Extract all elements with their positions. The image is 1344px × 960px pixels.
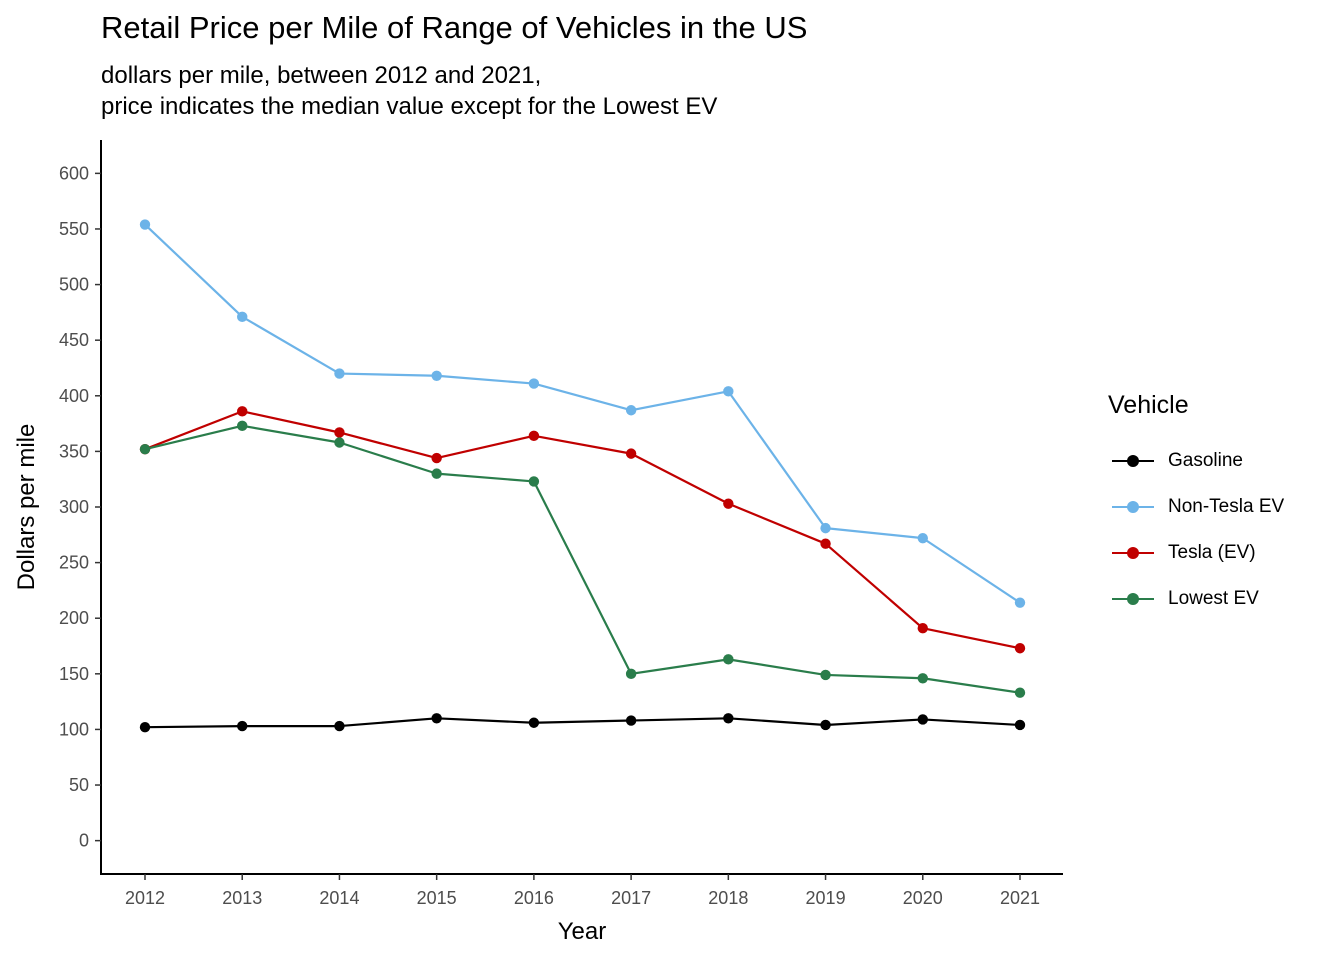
- data-point-gasoline: [1014, 719, 1026, 731]
- data-point-non-tesla-ev: [237, 311, 248, 323]
- y-tick-label: 100: [59, 719, 89, 739]
- data-point-tesla-ev: [917, 623, 928, 634]
- data-point-gasoline: [820, 719, 831, 731]
- data-point-gasoline: [528, 717, 540, 728]
- x-tick-label: 2019: [806, 888, 846, 908]
- data-point-gasoline: [917, 714, 928, 725]
- series-line-tesla-ev: [144, 410, 1021, 650]
- data-point-non-tesla-ev: [334, 368, 345, 379]
- data-point-tesla-ev: [723, 498, 734, 509]
- data-point-non-tesla-ev: [1014, 597, 1026, 608]
- y-tick-label: 50: [69, 775, 89, 795]
- y-tick-label: 200: [59, 608, 89, 628]
- data-point-lowest-ev: [237, 420, 248, 432]
- data-point-tesla-ev: [528, 430, 540, 442]
- subtitle-line-1: dollars per mile, between 2012 and 2021,: [101, 62, 542, 89]
- data-point-gasoline: [334, 720, 345, 732]
- y-tick-label: 450: [59, 330, 89, 350]
- legend-label: Non-Tesla EV: [1168, 496, 1285, 517]
- x-tick-label: 2014: [319, 888, 359, 908]
- x-tick-label: 2020: [903, 888, 943, 908]
- data-point-tesla-ev: [625, 448, 637, 459]
- legend-label: Tesla (EV): [1168, 542, 1256, 563]
- data-point-gasoline: [723, 713, 734, 724]
- data-point-non-tesla-ev: [625, 405, 637, 416]
- data-point-tesla-ev: [431, 452, 442, 464]
- data-point-tesla-ev: [237, 406, 248, 417]
- subtitle-line-2: price indicates the median value except …: [101, 93, 718, 120]
- legend-key-icon: [1108, 451, 1158, 471]
- y-tick-label: 0: [79, 831, 89, 851]
- y-tick-label: 300: [59, 497, 89, 517]
- legend-key-icon: [1108, 497, 1158, 517]
- data-point-lowest-ev: [625, 668, 637, 680]
- y-tick-label: 150: [59, 664, 89, 684]
- legend-title: Vehicle: [1108, 391, 1189, 419]
- data-point-non-tesla-ev: [431, 370, 442, 381]
- x-tick-label: 2015: [417, 888, 457, 908]
- x-axis-title: Year: [558, 918, 607, 945]
- y-tick-label: 600: [59, 163, 89, 183]
- data-point-gasoline: [139, 722, 151, 733]
- data-point-tesla-ev: [820, 538, 831, 549]
- data-point-gasoline: [237, 720, 248, 732]
- series-line-lowest-ev: [144, 424, 1021, 694]
- data-point-lowest-ev: [528, 476, 540, 487]
- legend-item-lowest-ev: Lowest EV: [1108, 576, 1284, 622]
- x-tick-label: 2013: [222, 888, 262, 908]
- data-point-lowest-ev: [1014, 687, 1026, 698]
- legend-key-icon: [1108, 543, 1158, 563]
- data-point-non-tesla-ev: [723, 386, 734, 397]
- data-point-non-tesla-ev: [820, 522, 831, 534]
- data-point-lowest-ev: [139, 443, 151, 455]
- legend-item-tesla-ev: Tesla (EV): [1108, 530, 1284, 576]
- y-tick-label: 250: [59, 553, 89, 573]
- data-point-lowest-ev: [917, 673, 928, 684]
- y-tick-label: 550: [59, 219, 89, 239]
- data-point-gasoline: [625, 715, 637, 726]
- chart-title: Retail Price per Mile of Range of Vehicl…: [101, 10, 808, 45]
- x-tick-label: 2018: [708, 888, 748, 908]
- data-point-lowest-ev: [723, 654, 734, 665]
- x-tick-label: 2021: [1000, 888, 1040, 908]
- y-tick-label: 500: [59, 275, 89, 295]
- legend-item-non-tesla-ev: Non-Tesla EV: [1108, 484, 1284, 530]
- y-tick-label: 350: [59, 441, 89, 461]
- data-point-non-tesla-ev: [917, 532, 928, 544]
- legend-item-gasoline: Gasoline: [1108, 438, 1284, 484]
- data-point-non-tesla-ev: [528, 378, 540, 389]
- legend-label: Lowest EV: [1168, 588, 1259, 609]
- data-point-tesla-ev: [334, 427, 345, 438]
- series-line-non-tesla-ev: [144, 223, 1021, 604]
- data-point-lowest-ev: [820, 669, 831, 681]
- x-tick-label: 2017: [611, 888, 651, 908]
- y-axis-title: Dollars per mile: [13, 424, 40, 591]
- series-line-gasoline: [144, 717, 1021, 729]
- y-tick-label: 400: [59, 386, 89, 406]
- data-point-lowest-ev: [431, 468, 442, 479]
- data-point-tesla-ev: [1014, 643, 1026, 654]
- x-tick-label: 2016: [514, 888, 554, 908]
- x-tick-label: 2012: [125, 888, 165, 908]
- data-point-gasoline: [431, 713, 442, 724]
- legend-key-icon: [1108, 589, 1158, 609]
- chart-subtitle: dollars per mile, between 2012 and 2021,…: [101, 60, 717, 122]
- legend-label: Gasoline: [1168, 450, 1243, 471]
- data-point-non-tesla-ev: [139, 219, 151, 230]
- data-point-lowest-ev: [334, 437, 345, 448]
- legend: Vehicle Gasoline Non-Tesla EV Tesla (EV) Lo…: [1108, 391, 1284, 622]
